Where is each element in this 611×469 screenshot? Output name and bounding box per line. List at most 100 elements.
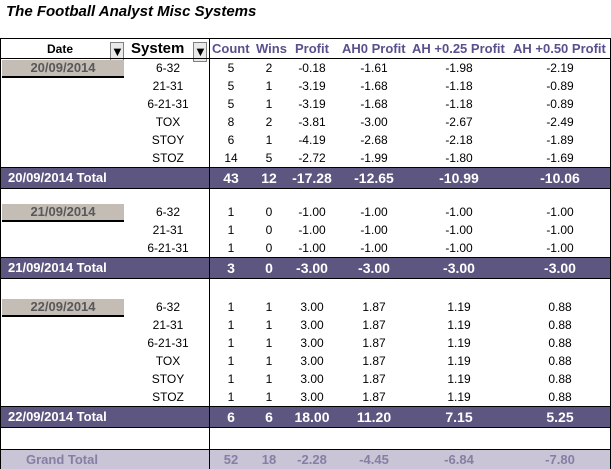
grand-total-ah50: -7.80: [545, 452, 575, 467]
cell-wins: 5: [265, 151, 273, 165]
cell-wins: 1: [265, 372, 273, 386]
date-cell: 22/09/2014: [2, 299, 124, 317]
table-row: TOX 8 2 -3.81 -3.00 -2.67 -2.49: [0, 113, 611, 131]
cell-ah0: -1.68: [360, 79, 388, 93]
cell-profit: 3.00: [300, 300, 324, 314]
cell-ah50: -2.19: [546, 61, 574, 75]
cell-profit: -3.19: [298, 79, 326, 93]
total-divider: [0, 257, 611, 258]
group-divider: [0, 427, 611, 428]
cell-ah50: 0.88: [548, 300, 572, 314]
cell-wins: 0: [265, 205, 273, 219]
subtotal-count: 43: [223, 170, 239, 186]
cell-count: 1: [227, 372, 235, 386]
subtotal-count: 3: [227, 260, 235, 276]
grand-total-count: 52: [223, 452, 239, 467]
table-row: STOZ 1 1 3.00 1.87 1.19 0.88: [0, 388, 611, 406]
cell-ah25: 1.19: [447, 354, 471, 368]
date-cell: 21/09/2014: [2, 204, 124, 222]
grand-total-ah0: -4.45: [359, 452, 389, 467]
cell-wins: 2: [265, 115, 273, 129]
cell-ah0: -1.61: [360, 61, 388, 75]
table-row: 6-21-31 1 0 -1.00 -1.00 -1.00 -1.00: [0, 239, 611, 257]
table-row: 6-21-31 1 1 3.00 1.87 1.19 0.88: [0, 334, 611, 352]
table-row: 21-31 1 0 -1.00 -1.00 -1.00 -1.00: [0, 221, 611, 239]
cell-ah25: -1.00: [445, 241, 473, 255]
subtotal-profit: -17.28: [292, 170, 332, 186]
cell-wins: 1: [265, 97, 273, 111]
cell-profit: -4.19: [298, 133, 326, 147]
cell-profit: -3.19: [298, 97, 326, 111]
cell-ah25: -2.18: [445, 133, 473, 147]
cell-system: 21-31: [152, 79, 184, 93]
cell-wins: 0: [265, 241, 273, 255]
cell-profit: -1.00: [298, 223, 326, 237]
cell-wins: 1: [265, 390, 273, 404]
header-wins: Wins: [256, 41, 287, 56]
cell-count: 1: [227, 205, 235, 219]
cell-profit: -0.18: [298, 61, 326, 75]
table-row: 21-31 1 1 3.00 1.87 1.19 0.88: [0, 316, 611, 334]
grand-total-ah25: -6.84: [444, 452, 474, 467]
subtotal-ah0: -3.00: [358, 260, 390, 276]
cell-ah25: 1.19: [447, 372, 471, 386]
cell-ah50: 0.88: [548, 354, 572, 368]
header-profit: Profit: [295, 41, 329, 56]
cell-system: 6-32: [155, 61, 181, 75]
cell-ah25: -1.98: [445, 61, 473, 75]
header-count: Count: [212, 41, 250, 56]
cell-profit: 3.00: [300, 318, 324, 332]
table-row: STOY 6 1 -4.19 -2.68 -2.18 -1.89: [0, 131, 611, 149]
subtotal-count: 6: [227, 409, 235, 425]
header-ah0-profit: AH0 Profit: [342, 41, 406, 56]
cell-ah50: -2.49: [546, 115, 574, 129]
cell-count: 8: [227, 115, 235, 129]
dropdown-arrow-icon[interactable]: ▼: [193, 42, 207, 62]
subtotal-ah50: 5.25: [546, 409, 574, 425]
cell-system: STOZ: [152, 390, 184, 404]
column-divider: [209, 38, 210, 469]
subtotal-ah0: 11.20: [356, 409, 392, 425]
group-divider: [0, 278, 611, 279]
cell-system: 6-32: [155, 205, 181, 219]
cell-ah0: 1.87: [362, 390, 386, 404]
subtotal-row: 22/09/2014 Total 6 6 18.00 11.20 7.15 5.25: [0, 407, 611, 427]
table-row: 6-32 5 2 -0.18 -1.61 -1.98 -2.19: [0, 59, 611, 77]
grand-total-label: Grand Total: [26, 452, 98, 467]
cell-ah25: 1.19: [447, 318, 471, 332]
cell-ah50: -1.89: [546, 133, 574, 147]
cell-count: 14: [224, 151, 238, 165]
cell-ah0: 1.87: [362, 300, 386, 314]
cell-ah50: -1.69: [546, 151, 574, 165]
cell-ah50: 0.88: [548, 336, 572, 350]
cell-ah50: 0.88: [548, 372, 572, 386]
grand-total-profit: -2.28: [297, 452, 327, 467]
cell-ah50: -1.00: [546, 241, 574, 255]
header-ah050-profit: AH +0.50 Profit: [513, 41, 606, 56]
subtotal-ah50: -3.00: [544, 260, 576, 276]
cell-ah25: -2.67: [445, 115, 473, 129]
cell-ah50: -0.89: [546, 97, 574, 111]
subtotal-row: 21/09/2014 Total 3 0 -3.00 -3.00 -3.00 -3.00: [0, 258, 611, 278]
filter-icon[interactable]: ▼: [110, 42, 124, 62]
cell-count: 5: [227, 79, 235, 93]
left-border: [0, 38, 1, 469]
table-row: 6-32 1 1 3.00 1.87 1.19 0.88: [0, 298, 611, 316]
subtotal-ah25: 7.15: [445, 409, 473, 425]
subtotal-ah25: -3.00: [443, 260, 475, 276]
table-row: STOY 1 1 3.00 1.87 1.19 0.88: [0, 370, 611, 388]
cell-ah0: -1.68: [360, 97, 388, 111]
total-divider: [0, 406, 611, 407]
cell-profit: 3.00: [300, 390, 324, 404]
cell-system: 21-31: [152, 223, 184, 237]
cell-wins: 2: [265, 61, 273, 75]
cell-count: 6: [227, 133, 235, 147]
subtotal-label: 22/09/2014 Total: [8, 409, 107, 424]
cell-ah0: -1.00: [360, 205, 388, 219]
cell-system: 6-21-31: [147, 241, 189, 255]
cell-count: 1: [227, 241, 235, 255]
grand-total-wins: 18: [261, 452, 277, 467]
cell-ah50: -1.00: [546, 223, 574, 237]
cell-count: 5: [227, 97, 235, 111]
cell-ah0: -1.00: [360, 223, 388, 237]
